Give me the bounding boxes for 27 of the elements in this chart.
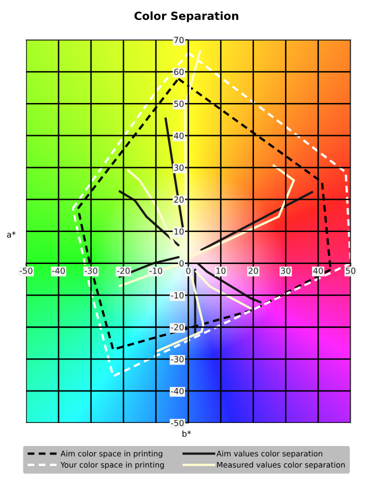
x-tick-label: 30 — [281, 268, 290, 274]
x-tick-label: 0 — [186, 268, 190, 274]
y-tick-label: -30 — [170, 356, 184, 362]
y-tick-label: 50 — [174, 100, 184, 107]
y-tick-label: -40 — [170, 388, 184, 394]
y-tick-label: -10 — [170, 292, 184, 298]
x-tick-label: 40 — [313, 268, 323, 274]
x-tick-label: -50 — [20, 268, 32, 274]
y-tick-label: 30 — [174, 164, 184, 171]
x-tick-label: -20 — [117, 268, 130, 274]
y-tick-label: -50 — [170, 420, 184, 426]
x-tick-label: -30 — [84, 268, 98, 274]
y-tick-label: 0 — [179, 260, 184, 267]
y-tick-label: 60 — [174, 68, 184, 76]
x-tick-label: 50 — [346, 268, 356, 274]
y-axis-title: a* — [7, 231, 16, 238]
x-tick-label: 20 — [248, 268, 258, 274]
y-tick-label: 10 — [174, 228, 184, 235]
chart-title: Color Separation — [134, 11, 238, 22]
y-tick-label: -20 — [170, 324, 184, 330]
y-tick-label: 40 — [174, 132, 184, 139]
x-tick-label: -40 — [52, 268, 65, 274]
x-axis-title: b* — [182, 430, 191, 437]
x-tick-label: 10 — [216, 268, 226, 274]
y-tick-label: 20 — [174, 196, 184, 203]
x-tick-label: -10 — [150, 268, 162, 274]
y-tick-label: 70 — [174, 36, 184, 44]
